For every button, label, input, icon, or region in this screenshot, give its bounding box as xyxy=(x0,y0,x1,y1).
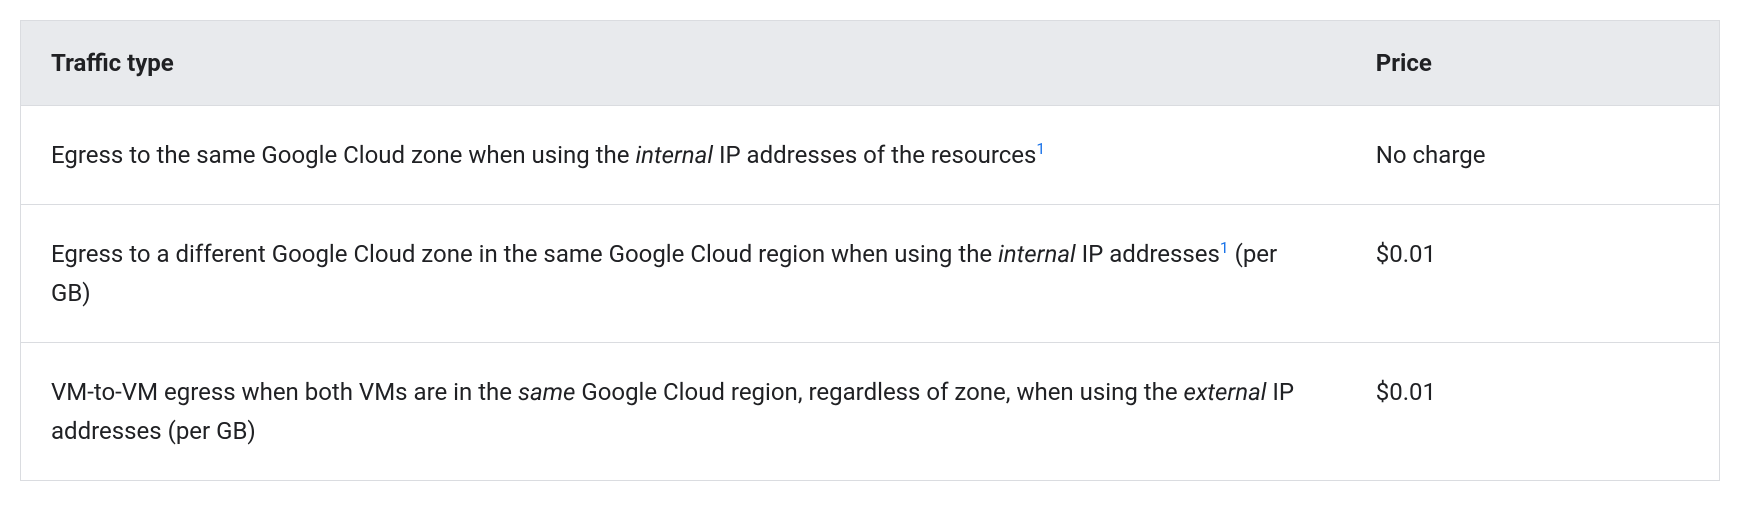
cell-price: $0.01 xyxy=(1346,343,1720,481)
table-row: VM-to-VM egress when both VMs are in the… xyxy=(21,343,1720,481)
col-header-price: Price xyxy=(1346,21,1720,106)
table-header-row: Traffic type Price xyxy=(21,21,1720,106)
text-segment: VM-to-VM egress when both VMs are in the xyxy=(51,378,518,406)
emphasis-text: same xyxy=(518,378,575,406)
emphasis-text: external xyxy=(1184,378,1267,406)
footnote-link[interactable]: 1 xyxy=(1036,140,1045,158)
cell-traffic-type: Egress to the same Google Cloud zone whe… xyxy=(21,106,1346,205)
pricing-table: Traffic type Price Egress to the same Go… xyxy=(20,20,1720,481)
cell-price: $0.01 xyxy=(1346,205,1720,343)
text-segment: Google Cloud region, regardless of zone,… xyxy=(575,378,1183,406)
cell-price: No charge xyxy=(1346,106,1720,205)
text-segment: Egress to the same Google Cloud zone whe… xyxy=(51,141,635,169)
cell-traffic-type: Egress to a different Google Cloud zone … xyxy=(21,205,1346,343)
col-header-traffic-type: Traffic type xyxy=(21,21,1346,106)
footnote-link[interactable]: 1 xyxy=(1220,239,1229,257)
text-segment: IP addresses of the resources xyxy=(713,141,1036,169)
emphasis-text: internal xyxy=(998,240,1076,268)
cell-traffic-type: VM-to-VM egress when both VMs are in the… xyxy=(21,343,1346,481)
text-segment: IP addresses xyxy=(1076,240,1220,268)
emphasis-text: internal xyxy=(635,141,713,169)
table-row: Egress to a different Google Cloud zone … xyxy=(21,205,1720,343)
text-segment: Egress to a different Google Cloud zone … xyxy=(51,240,998,268)
table-row: Egress to the same Google Cloud zone whe… xyxy=(21,106,1720,205)
